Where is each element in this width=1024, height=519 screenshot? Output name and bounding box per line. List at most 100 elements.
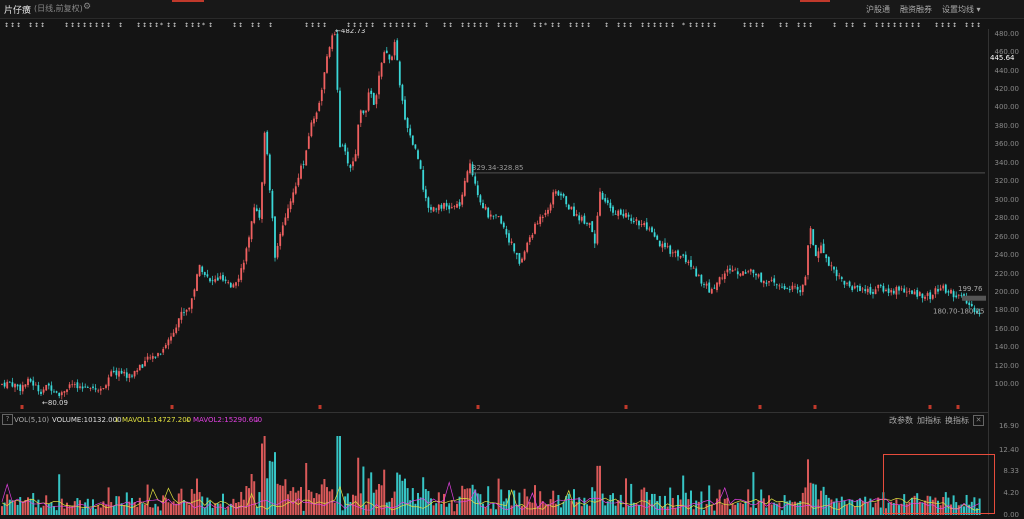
help-icon[interactable]: ? (2, 414, 13, 425)
news-marker-icon[interactable]: * (160, 22, 163, 29)
news-marker-icon[interactable]: ↕ (754, 22, 759, 29)
news-marker-icon[interactable]: ↕ (76, 22, 81, 29)
news-marker-icon[interactable]: ↕ (142, 22, 147, 29)
news-marker-icon[interactable]: ↕ (256, 22, 261, 29)
news-marker-icon[interactable]: * (202, 22, 205, 29)
news-marker-icon[interactable]: ↕ (478, 22, 483, 29)
news-marker-icon[interactable]: ↕ (322, 22, 327, 29)
news-marker-icon[interactable]: ↕ (136, 22, 141, 29)
news-marker-icon[interactable]: ↕ (514, 22, 519, 29)
news-marker-icon[interactable]: ↕ (190, 22, 195, 29)
event-marker[interactable] (956, 405, 960, 409)
news-marker-icon[interactable]: * (682, 22, 685, 29)
news-marker-icon[interactable]: ↕ (778, 22, 783, 29)
news-marker-icon[interactable]: ↕ (268, 22, 273, 29)
news-marker-icon[interactable]: ↕ (28, 22, 33, 29)
news-marker-icon[interactable]: ↕ (484, 22, 489, 29)
news-marker-icon[interactable]: ↕ (886, 22, 891, 29)
news-marker-icon[interactable]: ↕ (700, 22, 705, 29)
news-marker-icon[interactable]: ↕ (652, 22, 657, 29)
news-marker-icon[interactable]: ↕ (616, 22, 621, 29)
news-marker-icon[interactable]: ↕ (760, 22, 765, 29)
event-marker[interactable] (318, 405, 322, 409)
news-marker-icon[interactable]: ↕ (154, 22, 159, 29)
news-marker-icon[interactable]: ↕ (250, 22, 255, 29)
news-marker-icon[interactable]: ↕ (970, 22, 975, 29)
news-marker-icon[interactable]: ↕ (622, 22, 627, 29)
event-marker[interactable] (476, 405, 480, 409)
news-marker-icon[interactable]: ↕ (406, 22, 411, 29)
news-marker-icon[interactable]: ↕ (70, 22, 75, 29)
news-marker-icon[interactable]: ↕ (442, 22, 447, 29)
news-marker-icon[interactable]: ↕ (358, 22, 363, 29)
news-marker-icon[interactable]: ↕ (670, 22, 675, 29)
news-marker-icon[interactable]: ↕ (628, 22, 633, 29)
news-marker-icon[interactable]: ↕ (694, 22, 699, 29)
news-marker-icon[interactable]: ↕ (448, 22, 453, 29)
news-marker-icon[interactable]: ↕ (382, 22, 387, 29)
news-marker-icon[interactable]: ↕ (460, 22, 465, 29)
news-marker-icon[interactable]: ↕ (100, 22, 105, 29)
news-marker-icon[interactable]: ↕ (808, 22, 813, 29)
news-marker-icon[interactable]: ↕ (352, 22, 357, 29)
margin-trading-button[interactable]: 融资融券 (900, 5, 932, 14)
news-marker-icon[interactable]: ↕ (10, 22, 15, 29)
news-marker-icon[interactable]: ↕ (394, 22, 399, 29)
news-marker-icon[interactable]: ↕ (64, 22, 69, 29)
news-marker-icon[interactable]: ↕ (568, 22, 573, 29)
news-marker-icon[interactable]: ↕ (946, 22, 951, 29)
news-marker-icon[interactable]: ↕ (496, 22, 501, 29)
news-marker-icon[interactable]: ↕ (748, 22, 753, 29)
news-marker-icon[interactable]: ↕ (898, 22, 903, 29)
news-marker-icon[interactable]: ↕ (16, 22, 21, 29)
news-marker-icon[interactable]: ↕ (964, 22, 969, 29)
news-marker-icon[interactable]: ↕ (880, 22, 885, 29)
news-marker-icon[interactable]: ↕ (364, 22, 369, 29)
news-marker-icon[interactable]: ↕ (850, 22, 855, 29)
news-marker-icon[interactable]: ↕ (466, 22, 471, 29)
news-marker-icon[interactable]: ↕ (916, 22, 921, 29)
news-marker-icon[interactable]: ↕ (532, 22, 537, 29)
volume-chart[interactable] (0, 426, 988, 515)
news-marker-icon[interactable]: ↕ (976, 22, 981, 29)
news-marker-icon[interactable]: ↕ (472, 22, 477, 29)
news-marker-icon[interactable]: ↕ (412, 22, 417, 29)
news-marker-icon[interactable]: ↕ (844, 22, 849, 29)
news-marker-icon[interactable]: ↕ (238, 22, 243, 29)
hk-connect-button[interactable]: 沪股通 (866, 5, 890, 14)
event-marker[interactable] (928, 405, 932, 409)
news-marker-icon[interactable]: ↕ (82, 22, 87, 29)
news-marker-icon[interactable]: ↕ (646, 22, 651, 29)
news-marker-icon[interactable]: ↕ (742, 22, 747, 29)
news-marker-icon[interactable]: ↕ (34, 22, 39, 29)
news-marker-icon[interactable]: ↕ (640, 22, 645, 29)
news-marker-icon[interactable]: ↕ (172, 22, 177, 29)
news-marker-icon[interactable]: ↕ (310, 22, 315, 29)
news-marker-icon[interactable]: ↕ (904, 22, 909, 29)
news-marker-icon[interactable]: ↕ (796, 22, 801, 29)
switch-indicator-button[interactable]: 换指标 (945, 416, 969, 425)
news-marker-icon[interactable]: ↕ (502, 22, 507, 29)
close-icon[interactable]: ✕ (973, 415, 984, 426)
news-marker-icon[interactable]: ↕ (952, 22, 957, 29)
news-marker-icon[interactable]: * (544, 22, 547, 29)
news-marker-icon[interactable]: ↕ (148, 22, 153, 29)
news-marker-icon[interactable]: ↕ (88, 22, 93, 29)
news-marker-icon[interactable]: ↕ (118, 22, 123, 29)
news-marker-icon[interactable]: ↕ (40, 22, 45, 29)
news-marker-icon[interactable]: ↕ (910, 22, 915, 29)
news-marker-icon[interactable]: ↕ (424, 22, 429, 29)
news-marker-icon[interactable]: ↕ (316, 22, 321, 29)
news-marker-icon[interactable]: ↕ (802, 22, 807, 29)
news-marker-icon[interactable]: ↕ (556, 22, 561, 29)
news-marker-icon[interactable]: ↕ (232, 22, 237, 29)
news-marker-icon[interactable]: ↕ (196, 22, 201, 29)
news-marker-icon[interactable]: ↕ (106, 22, 111, 29)
news-marker-icon[interactable]: ↕ (706, 22, 711, 29)
change-params-button[interactable]: 改参数 (889, 416, 913, 425)
news-marker-icon[interactable]: ↕ (388, 22, 393, 29)
news-marker-icon[interactable]: ↕ (784, 22, 789, 29)
news-marker-icon[interactable]: ↕ (538, 22, 543, 29)
ma-settings-button[interactable]: 设置均线 ▾ (942, 5, 981, 14)
news-marker-icon[interactable]: ↕ (208, 22, 213, 29)
